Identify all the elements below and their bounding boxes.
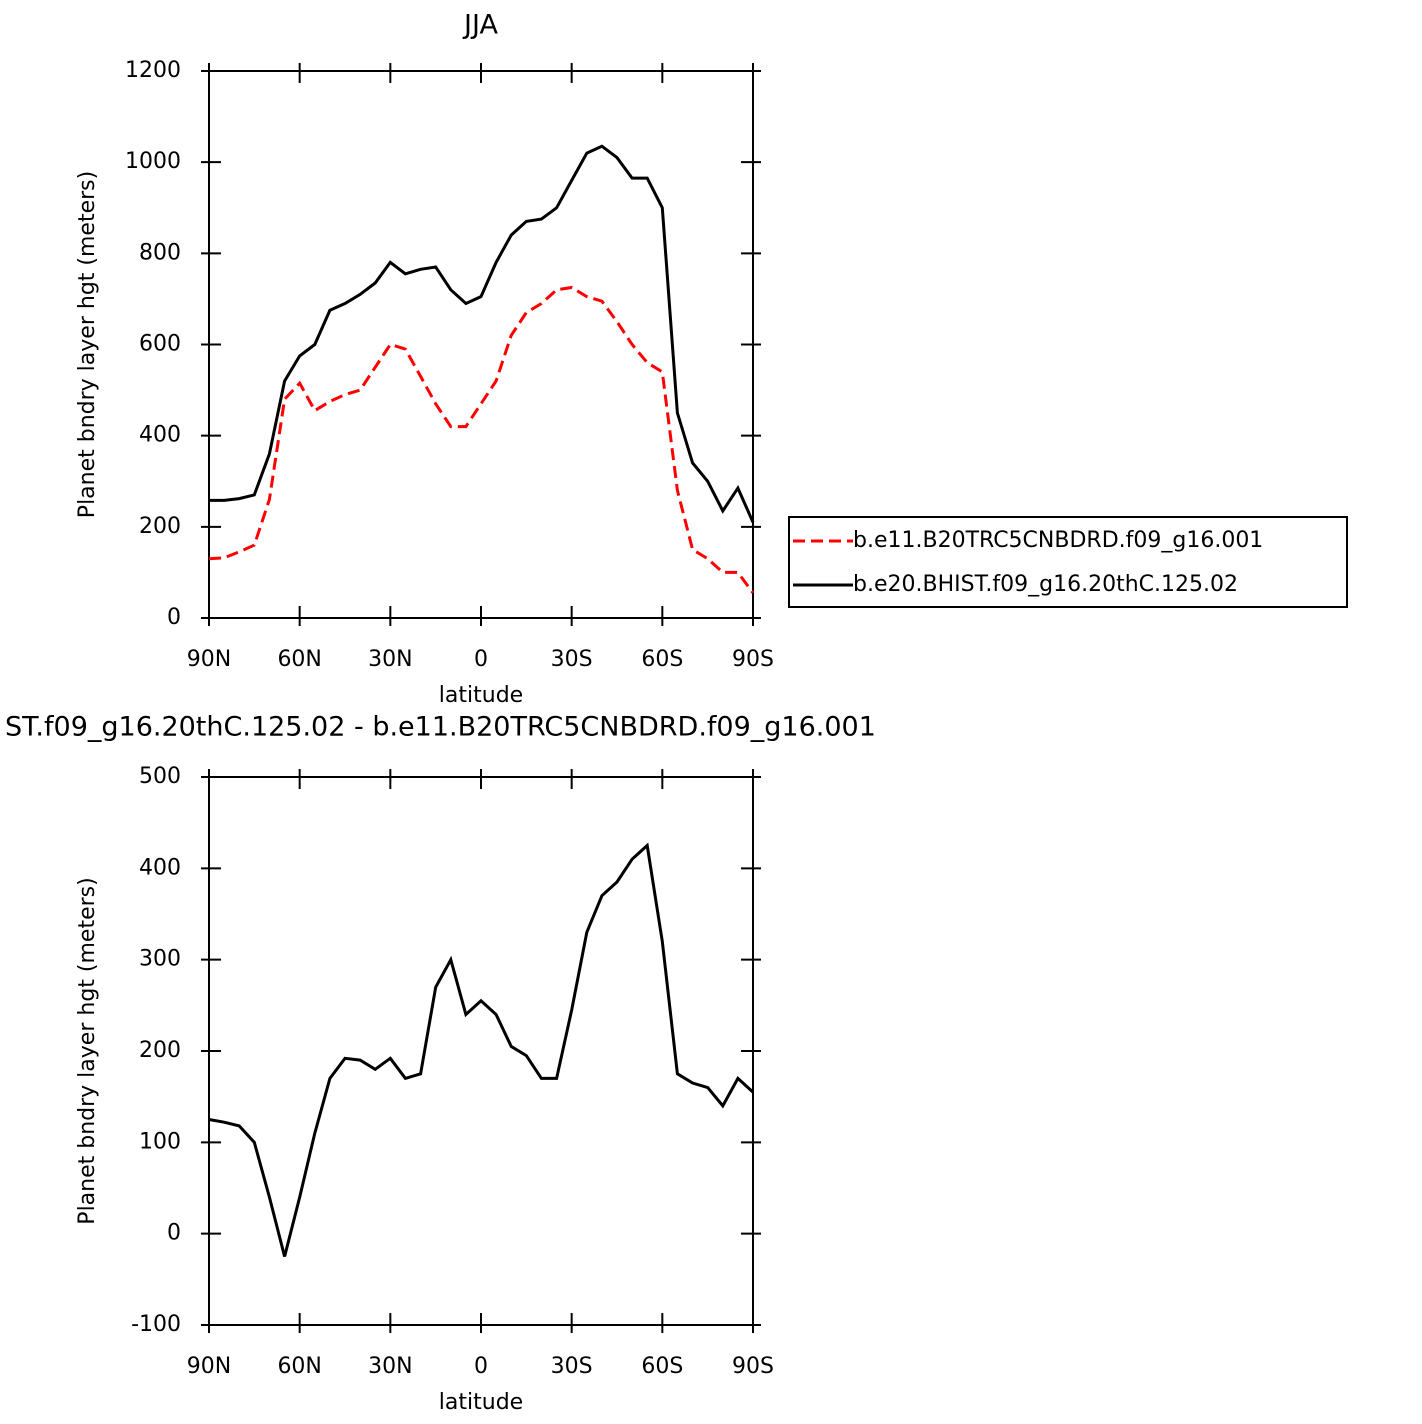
- y-tick-label: 200: [139, 514, 181, 539]
- y-tick-label: 200: [139, 1038, 181, 1063]
- x-tick-label: 30S: [551, 647, 593, 672]
- y-tick-label: 600: [139, 332, 181, 357]
- x-axis-label: latitude: [439, 683, 523, 708]
- x-tick-label: 60N: [277, 647, 321, 672]
- data-line: [208, 285, 755, 594]
- y-axis-label: Planet bndry layer hgt (meters): [75, 171, 100, 518]
- x-tick-label: 30N: [368, 647, 412, 672]
- legend-label: b.e20.BHIST.f09_g16.20thC.125.02: [853, 572, 1238, 597]
- y-tick-label: -100: [131, 1312, 181, 1337]
- x-tick-label: 60S: [641, 647, 683, 672]
- y-tick-label: 0: [167, 605, 181, 630]
- y-tick-label: 400: [139, 855, 181, 880]
- x-tick-label: 30S: [551, 1354, 593, 1379]
- y-tick-label: 400: [139, 423, 181, 448]
- x-tick-label: 90S: [732, 647, 774, 672]
- x-tick-label: 0: [474, 647, 488, 672]
- x-tick-label: 60S: [641, 1354, 683, 1379]
- y-tick-label: 800: [139, 240, 181, 265]
- data-line: [209, 144, 755, 523]
- x-tick-label: 90N: [187, 647, 231, 672]
- x-tick-label: 0: [474, 1354, 488, 1379]
- chart-title: ST.f09_g16.20thC.125.02 - b.e11.B20TRC5C…: [5, 712, 876, 743]
- y-tick-label: 100: [139, 1129, 181, 1154]
- y-tick-label: 1200: [125, 58, 181, 83]
- legend-label: b.e11.B20TRC5CNBDRD.f09_g16.001: [853, 528, 1263, 553]
- y-tick-label: 300: [139, 947, 181, 972]
- x-tick-label: 30N: [368, 1354, 412, 1379]
- plot-frame: [208, 776, 754, 1326]
- chart-title: JJA: [462, 10, 498, 41]
- y-tick-label: 1000: [125, 149, 181, 174]
- x-axis-label: latitude: [439, 1390, 523, 1415]
- plot-frame: [208, 70, 754, 619]
- x-tick-label: 60N: [277, 1354, 321, 1379]
- x-tick-label: 90S: [732, 1354, 774, 1379]
- x-tick-label: 90N: [187, 1354, 231, 1379]
- legend-box: [788, 516, 1348, 608]
- data-line: [208, 842, 755, 1257]
- y-tick-label: 500: [139, 764, 181, 789]
- y-tick-label: 0: [167, 1221, 181, 1246]
- y-axis-label: Planet bndry layer hgt (meters): [75, 877, 100, 1224]
